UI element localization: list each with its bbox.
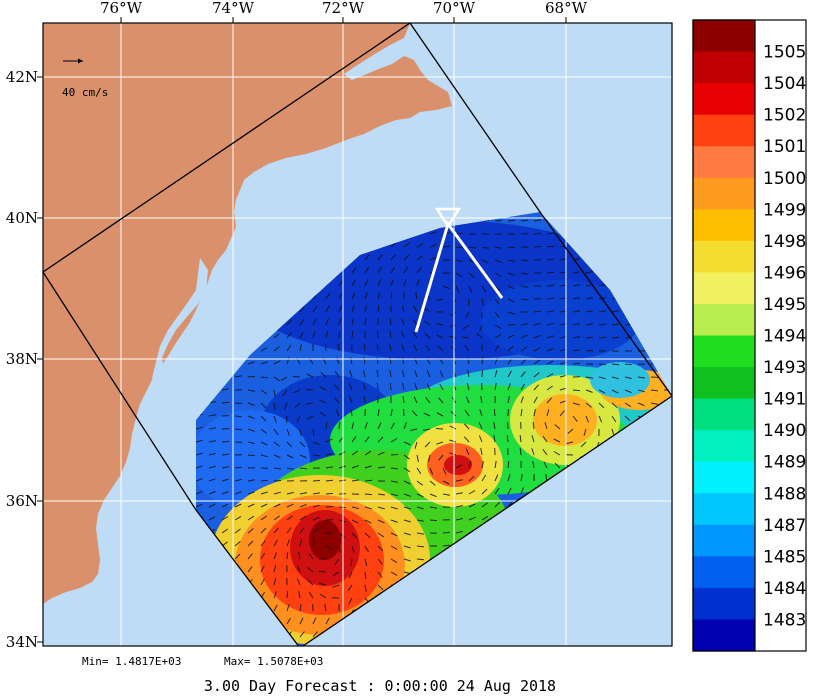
colorbar-label: 1488 bbox=[763, 484, 806, 504]
scale-arrow-icon bbox=[63, 58, 83, 64]
scale-label: 40 cm/s bbox=[62, 86, 108, 99]
colorbar-label: 1501 bbox=[763, 137, 806, 157]
colorbar-swatch bbox=[693, 587, 755, 620]
colorbar-label: 1487 bbox=[763, 516, 806, 536]
colorbar-label: 1502 bbox=[763, 106, 806, 126]
colorbar-label: 1499 bbox=[763, 200, 806, 220]
colorbar-label: 1484 bbox=[763, 579, 806, 599]
colorbar-swatch bbox=[693, 303, 755, 336]
colorbar-label: 1491 bbox=[763, 390, 806, 410]
lon-label: 74°W bbox=[212, 0, 255, 17]
colorbar-label: 1483 bbox=[763, 610, 806, 630]
colorbar-swatch bbox=[693, 146, 755, 179]
colorbar-label: 1485 bbox=[763, 547, 806, 567]
colorbar-label: 1500 bbox=[763, 169, 806, 189]
colorbar-swatch bbox=[693, 430, 755, 463]
lat-label: 40N bbox=[6, 209, 38, 227]
lon-label: 72°W bbox=[322, 0, 365, 17]
colorbar-label: 1494 bbox=[763, 327, 806, 347]
colorbar-label: 1505 bbox=[763, 43, 806, 63]
colorbar-label: 1493 bbox=[763, 358, 806, 378]
transect-marker-icon bbox=[434, 207, 462, 229]
colorbar-swatch bbox=[693, 209, 755, 242]
lon-label: 70°W bbox=[433, 0, 476, 17]
colorbar-label-frame bbox=[692, 19, 807, 652]
lat-label: 36N bbox=[6, 492, 38, 510]
forecast-title: 3.00 Day Forecast : 0:00:00 24 Aug 2018 bbox=[204, 677, 556, 695]
colorbar-swatch bbox=[693, 114, 755, 147]
colorbar-label: 1495 bbox=[763, 295, 806, 315]
colorbar-label: 1504 bbox=[763, 74, 806, 94]
lon-label: 76°W bbox=[100, 0, 143, 17]
colorbar-swatch bbox=[693, 556, 755, 589]
colorbar-label: 1490 bbox=[763, 421, 806, 441]
colorbar-label: 1498 bbox=[763, 232, 806, 252]
colorbar-swatch bbox=[693, 367, 755, 400]
colorbar-label: 1496 bbox=[763, 263, 806, 283]
model-domain-outline bbox=[43, 23, 672, 646]
map-frame bbox=[42, 22, 673, 647]
colorbar-label: 1489 bbox=[763, 453, 806, 473]
colorbar-swatch bbox=[693, 51, 755, 84]
colorbar-swatch bbox=[693, 524, 755, 557]
lon-label: 68°W bbox=[545, 0, 588, 17]
colorbar-swatch bbox=[693, 619, 755, 652]
land-mass bbox=[43, 23, 452, 604]
colorbar-swatch bbox=[693, 398, 755, 431]
delaware-bay bbox=[224, 236, 238, 262]
lat-label: 42N bbox=[6, 68, 38, 86]
colorbar bbox=[693, 20, 755, 652]
graticule bbox=[43, 23, 672, 646]
colorbar-swatch bbox=[693, 272, 755, 305]
lat-label: 34N bbox=[6, 633, 38, 651]
colorbar-swatch bbox=[693, 177, 755, 210]
colorbar-swatch bbox=[693, 335, 755, 368]
min-label: Min= 1.4817E+03 bbox=[82, 655, 181, 668]
chesapeake-bay bbox=[152, 258, 208, 384]
colorbar-swatch bbox=[693, 493, 755, 526]
max-label: Max= 1.5078E+03 bbox=[224, 655, 323, 668]
lat-label: 38N bbox=[6, 350, 38, 368]
colorbar-swatch bbox=[693, 20, 755, 53]
colorbar-swatch bbox=[693, 240, 755, 273]
colorbar-swatch bbox=[693, 83, 755, 116]
colorbar-swatch bbox=[693, 461, 755, 494]
axis-ticks bbox=[37, 17, 567, 643]
